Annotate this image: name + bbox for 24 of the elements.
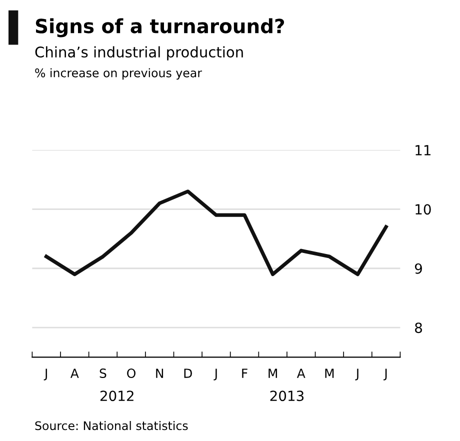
- text: 2013: [270, 390, 304, 402]
- x-tick-label: O: [127, 368, 136, 378]
- y-tick-label: 10: [416, 204, 431, 215]
- x-tick-label: D: [184, 368, 192, 378]
- x-tick-label: S: [100, 368, 106, 378]
- y-tick-label: 11: [416, 145, 430, 156]
- x-tick-label: N: [156, 368, 164, 378]
- x-tick-label: F: [242, 368, 248, 378]
- x-tick-label: M: [268, 368, 277, 378]
- chart-title: Signs of a turnaround?: [36, 18, 284, 38]
- text: % increase on previous year: [35, 68, 202, 80]
- line-series: [44, 190, 388, 276]
- chart-subtitle: China’s industrial production: [35, 46, 243, 60]
- x-tick-label: A: [70, 368, 79, 378]
- x-tick-label: J: [355, 368, 358, 380]
- x-tick-label: J: [384, 368, 387, 380]
- x-tick-label: J: [44, 368, 47, 380]
- text: 2012: [100, 390, 134, 402]
- y-tick-label: 8: [415, 322, 422, 334]
- y-tick-label: 9: [414, 263, 422, 274]
- x-tick-label: A: [296, 368, 306, 378]
- source-note: Source: National statistics: [35, 421, 188, 430]
- x-tick-label: M: [325, 368, 334, 378]
- x-tick-label: J: [214, 368, 217, 380]
